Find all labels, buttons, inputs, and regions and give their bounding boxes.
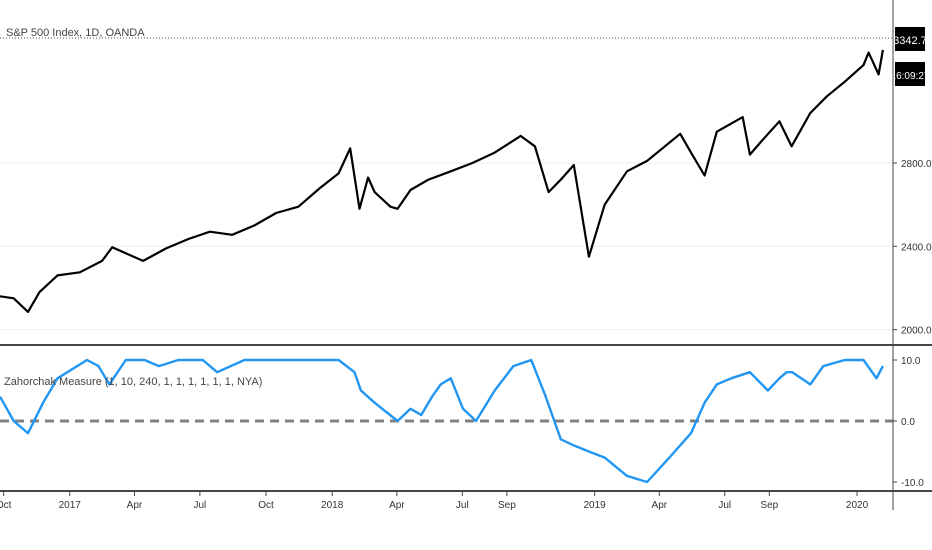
price-pane[interactable]: S&P 500 Index, 1D, OANDA 2000.0 2400.0 280…	[0, 27, 932, 337]
time-tick-label: Apr	[652, 500, 668, 511]
indicator-tick-label: -10.0	[901, 478, 924, 489]
price-pane-title: S&P 500 Index, 1D, OANDA	[6, 27, 145, 39]
time-tick-label: Oct	[0, 500, 12, 511]
countdown-badge: 16:09:27	[891, 62, 930, 86]
time-tick-label: 2020	[846, 500, 869, 511]
price-tick-label: 2400.0	[901, 242, 932, 253]
time-tick-label: Apr	[389, 500, 405, 511]
time-tick-label: Oct	[258, 500, 274, 511]
indicator-tick-label: 10.0	[901, 356, 921, 367]
indicator-pane-title: Zahorchak Measure (1, 10, 240, 1, 1, 1, …	[4, 376, 262, 388]
time-tick-label: Apr	[127, 500, 143, 511]
last-price-label: 3342.7	[893, 35, 927, 47]
time-tick-label: Jul	[456, 500, 469, 511]
price-axis-ticks: 2000.0 2400.0 2800.0	[893, 159, 932, 337]
time-tick-label: Jul	[718, 500, 731, 511]
indicator-tick-label: 0.0	[901, 417, 915, 428]
time-tick-label: 2019	[583, 500, 606, 511]
time-tick-label: 2017	[59, 500, 82, 511]
countdown-label: 16:09:27	[891, 71, 930, 82]
time-axis[interactable]: Oct 2017 Apr Jul Oct 2018 Apr Jul Sep 2019 Apr Jul S…	[0, 491, 869, 511]
time-tick-label: Sep	[760, 500, 778, 511]
indicator-axis-ticks: 10.0 0.0 -10.0	[893, 356, 924, 489]
last-price-badge: 3342.7	[893, 27, 927, 51]
indicator-pane[interactable]: Zahorchak Measure (1, 10, 240, 1, 1, 1, …	[0, 356, 924, 489]
time-tick-label: Jul	[193, 500, 206, 511]
indicator-series-line[interactable]	[0, 358, 884, 484]
price-tick-label: 2000.0	[901, 326, 932, 337]
time-tick-label: Sep	[498, 500, 516, 511]
price-series-line[interactable]	[0, 49, 884, 313]
time-tick-label: 2018	[321, 500, 344, 511]
price-tick-label: 2800.0	[901, 159, 932, 170]
price-grid	[0, 162, 893, 331]
